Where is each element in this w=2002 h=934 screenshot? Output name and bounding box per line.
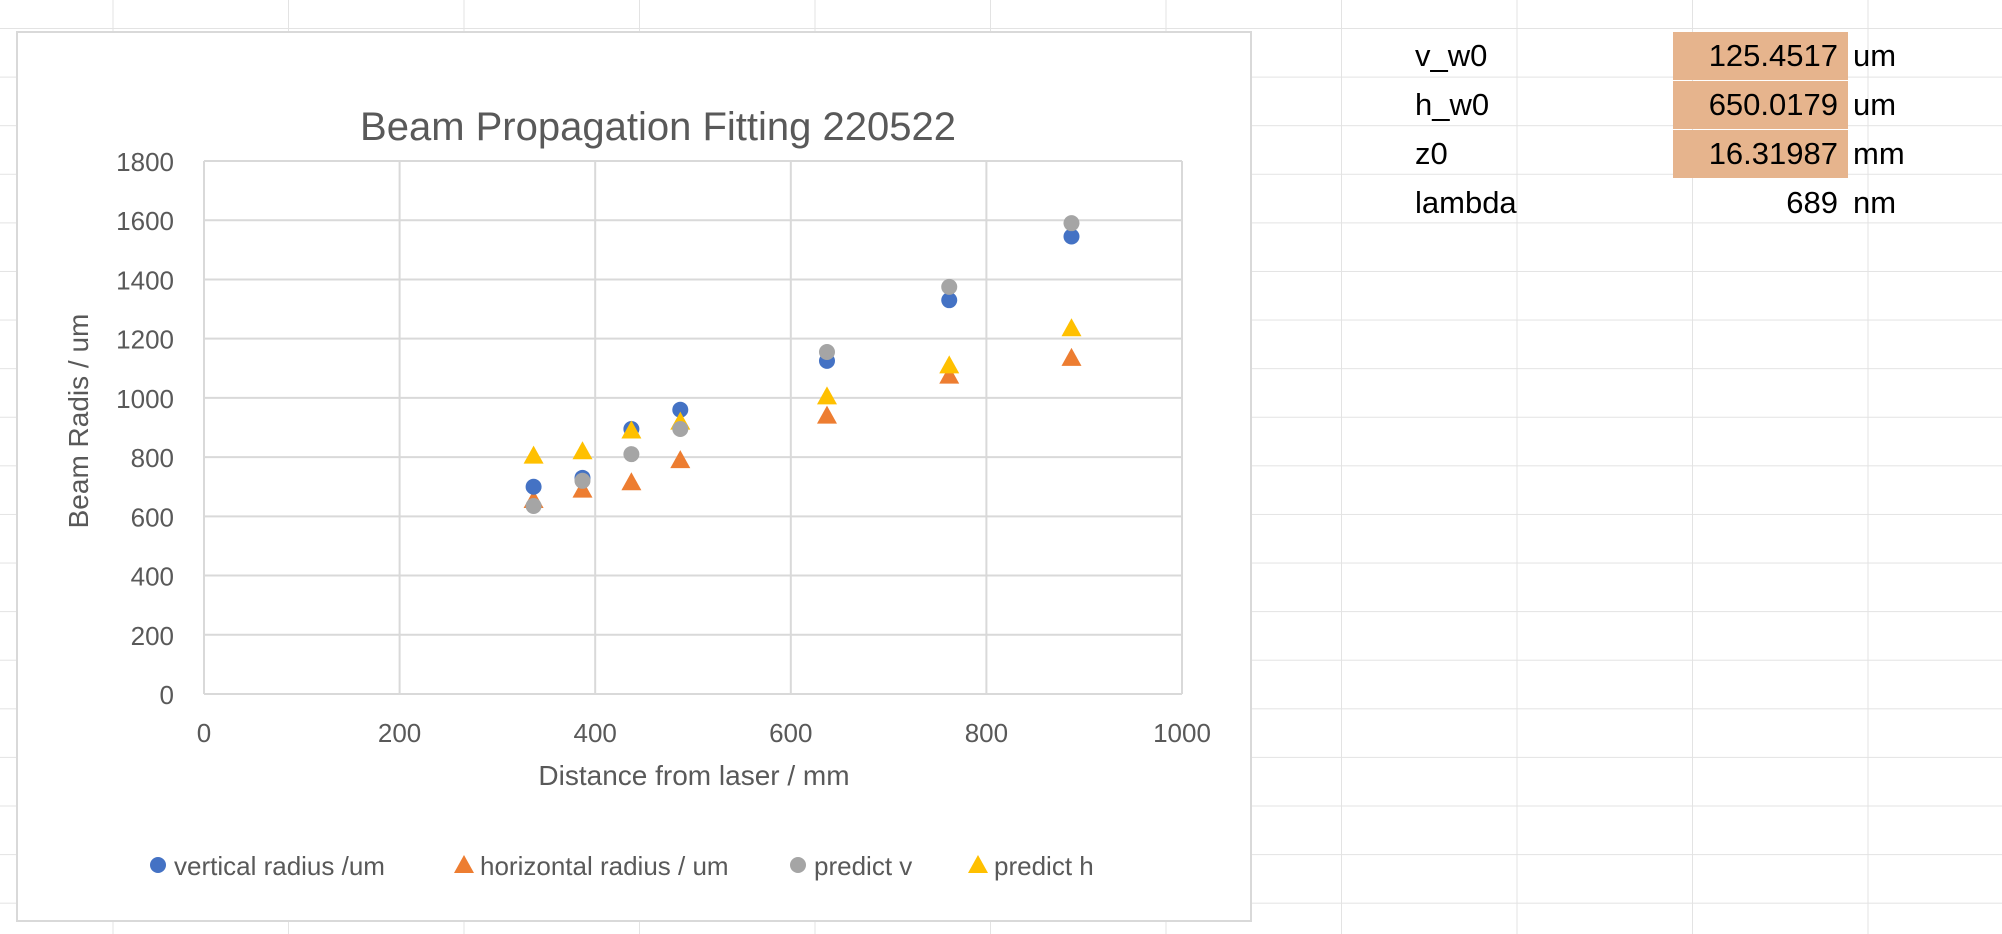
param-label-lambda[interactable]: lambda [1415,185,1517,220]
scatter-chart: Beam Propagation Fitting 220522 0 200 400 6… [63,105,1211,881]
point-predict-v[interactable] [672,420,689,437]
point-predict-h[interactable] [523,445,544,464]
point-predict-v[interactable] [941,278,958,295]
point-vertical-radius-um[interactable] [525,478,542,495]
legend-marker-predict-h[interactable] [968,855,988,873]
point-horizontal-radius-um[interactable] [816,405,837,424]
y-axis-title[interactable]: Beam Radis / um [63,314,94,529]
y-tick-label: 1600 [116,206,174,236]
param-value-z0[interactable]: 16.31987 [1673,130,1848,178]
point-predict-v[interactable] [525,497,542,514]
y-tick-label: 1800 [116,147,174,177]
param-label-v-w0[interactable]: v_w0 [1415,38,1488,73]
point-predict-v[interactable] [623,446,640,463]
param-unit-h-w0[interactable]: um [1853,87,1897,122]
chart-title[interactable]: Beam Propagation Fitting 220522 [360,105,956,149]
gridlines [203,160,1183,695]
point-predict-v[interactable] [574,472,591,489]
point-predict-h[interactable] [816,386,837,405]
y-tick-label: 400 [131,562,174,592]
y-tick-label: 1200 [116,325,174,355]
param-unit-lambda[interactable]: nm [1853,185,1897,220]
x-tick-label: 0 [197,718,211,748]
param-value-h-w0[interactable]: 650.0179 [1673,81,1848,129]
x-tick-label: 1000 [1153,718,1211,748]
point-predict-h[interactable] [621,420,642,439]
param-value-lambda[interactable]: 689 [1786,185,1838,220]
point-vertical-radius-um[interactable] [1063,228,1080,245]
y-tick-label: 1400 [116,265,174,295]
legend[interactable]: vertical radius /um horizontal radius / u… [150,851,1094,881]
y-tick-label: 800 [131,443,174,473]
point-horizontal-radius-um[interactable] [1061,347,1082,366]
y-tick-label: 200 [131,621,174,651]
x-tick-label: 200 [378,718,421,748]
y-tick-label: 600 [131,502,174,532]
y-tick-label: 0 [160,680,174,710]
legend-label-predict-v[interactable]: predict v [814,851,912,881]
axis-ticks: 0 200 400 600 800 1000 1200 1400 1600 1800 0 200 400… [116,147,1211,748]
param-label-z0[interactable]: z0 [1415,136,1448,171]
param-unit-v-w0[interactable]: um [1853,38,1897,73]
point-predict-v[interactable] [1063,215,1080,232]
param-unit-z0[interactable]: mm [1853,136,1905,171]
legend-label-vertical-radius-um[interactable]: vertical radius /um [174,851,385,881]
point-predict-h[interactable] [1061,318,1082,337]
param-value-v-w0[interactable]: 125.4517 [1673,32,1848,80]
legend-marker-predict-v[interactable] [790,857,806,873]
data-points [523,215,1082,514]
point-vertical-radius-um[interactable] [672,401,689,418]
point-predict-h[interactable] [572,441,593,460]
param-label-h-w0[interactable]: h_w0 [1415,87,1490,122]
legend-label-horizontal-radius-um[interactable]: horizontal radius / um [480,851,729,881]
legend-label-predict-h[interactable]: predict h [994,851,1094,881]
point-horizontal-radius-um[interactable] [621,472,642,491]
x-tick-label: 800 [965,718,1008,748]
x-axis-title[interactable]: Distance from laser / mm [538,760,849,791]
legend-marker-horizontal-radius-um[interactable] [454,855,474,873]
chart-area[interactable]: Beam Propagation Fitting 220522 0 200 400 6… [16,31,1252,922]
x-tick-label: 400 [574,718,617,748]
legend-marker-vertical-radius-um[interactable] [150,857,166,873]
y-tick-label: 1000 [116,384,174,414]
point-horizontal-radius-um[interactable] [939,365,960,384]
x-tick-label: 600 [769,718,812,748]
point-vertical-radius-um[interactable] [941,292,958,309]
point-predict-h[interactable] [939,355,960,374]
point-predict-v[interactable] [818,343,835,360]
point-horizontal-radius-um[interactable] [670,450,691,469]
